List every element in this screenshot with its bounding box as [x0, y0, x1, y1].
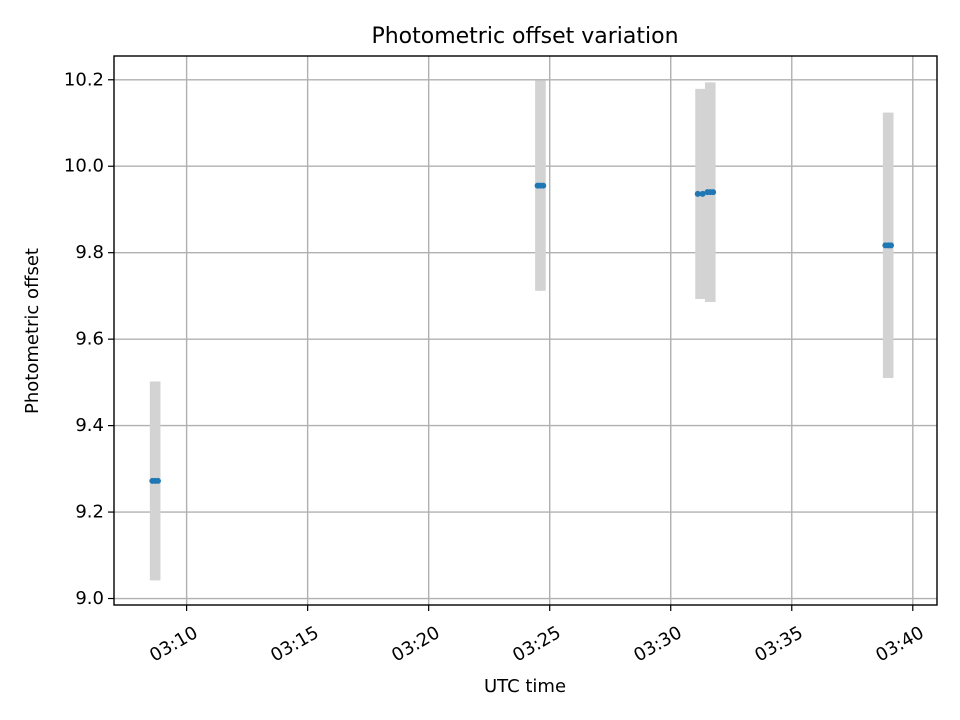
y-tick-label: 10.0	[64, 156, 104, 177]
x-tick-label: 03:35	[751, 622, 806, 666]
x-axis-ticks: 03:10 03:15 03:20 03:25 03:30 03:35 03:40	[146, 605, 928, 666]
data-point	[154, 477, 161, 484]
y-axis-label: Photometric offset	[22, 248, 43, 414]
y-tick-label: 10.2	[64, 69, 104, 90]
x-tick-label: 03:20	[388, 622, 443, 666]
grid	[114, 56, 937, 605]
x-tick-label: 03:15	[267, 622, 322, 666]
x-axis-label: UTC time	[484, 676, 566, 697]
data-point	[888, 242, 895, 249]
y-tick-label: 9.2	[75, 502, 104, 523]
data-point	[540, 182, 547, 189]
data-point	[694, 190, 701, 197]
chart-title: Photometric offset variation	[371, 24, 678, 49]
data-point	[710, 189, 717, 196]
y-tick-label: 9.6	[75, 329, 104, 350]
error-bars	[149, 80, 894, 581]
x-tick-label: 03:25	[509, 622, 564, 666]
x-tick-label: 03:30	[630, 622, 685, 666]
x-tick-label: 03:10	[146, 622, 201, 666]
x-tick-label: 03:40	[872, 622, 927, 666]
data-points	[149, 182, 895, 484]
y-tick-label: 9.0	[75, 588, 104, 609]
y-axis-ticks: 9.0 9.2 9.4 9.6 9.8 10.0 10.2	[64, 69, 114, 609]
y-tick-label: 9.8	[75, 242, 104, 263]
data-point	[699, 190, 706, 197]
plot-frame	[113, 55, 938, 606]
y-tick-label: 9.4	[75, 415, 104, 436]
